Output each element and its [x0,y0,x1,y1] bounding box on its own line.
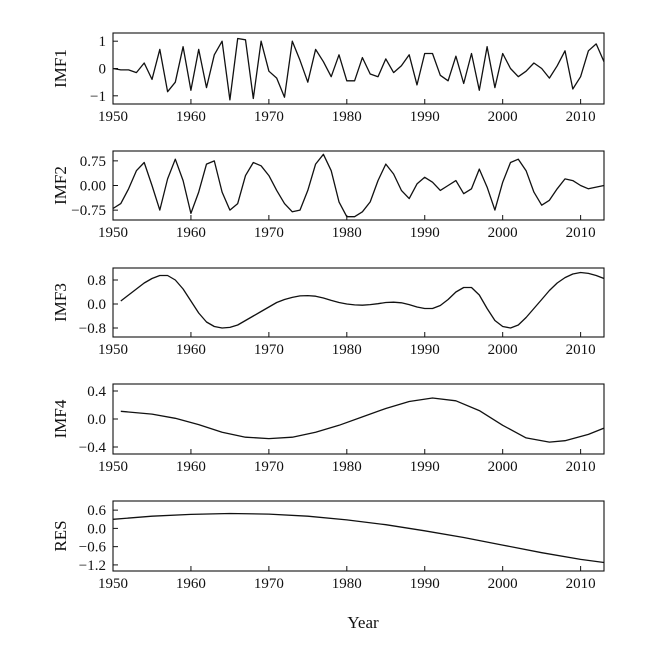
y-tick-label: −0.8 [79,321,106,337]
y-axis-label: IMF2 [51,166,70,205]
x-tick-label: 1960 [176,225,206,241]
x-tick-label: 1980 [332,576,362,592]
panel-res: 1950 1960 1970 1980 1990 2000 2010 0.6 0.0 −0.6 −1… [51,500,605,592]
y-tick-label: −1 [90,89,106,105]
x-tick-label: 1950 [98,109,128,125]
x-tick-label: 1960 [176,342,206,358]
y-axis-label: RES [51,520,70,551]
x-tick-label: 2010 [566,342,596,358]
series-line-imf3 [120,271,605,329]
y-tick-label: −0.4 [79,440,107,456]
x-tick-label: 1960 [176,459,206,475]
panel-imf2: 1950 1960 1970 1980 1990 2000 2010 0.75 0.00 −0.7… [51,150,605,241]
x-tick-label: 2000 [488,342,518,358]
panel-imf3: 1950 1960 1970 1980 1990 2000 2010 0.8 0.0 −0.8 IM… [51,267,605,358]
series-line-imf1 [112,37,605,101]
y-tick-label: 0 [99,62,107,78]
x-tick-label: 1980 [332,459,362,475]
x-tick-label: 2010 [566,109,596,125]
y-tick-label: 0.8 [87,273,106,289]
x-tick-label: 1990 [410,576,440,592]
x-tick-label: 1990 [410,342,440,358]
y-axis-label: IMF4 [51,399,70,438]
x-tick-label: 1960 [176,109,206,125]
y-tick-label: −1.2 [79,558,106,574]
x-tick-label: 1980 [332,342,362,358]
x-tick-label: 2000 [488,576,518,592]
x-tick-label: 2010 [566,225,596,241]
x-tick-label: 2000 [488,459,518,475]
x-tick-label: 2010 [566,459,596,475]
x-tick-label: 1970 [254,576,284,592]
y-axis-label: IMF1 [51,49,70,88]
x-tick-label: 1970 [254,459,284,475]
plot-frame [112,500,605,572]
panels: 1950 1960 1970 1980 1990 2000 201010−1IMF11950… [51,32,605,592]
x-tick-label: 1990 [410,459,440,475]
x-tick-label: 1950 [98,225,128,241]
y-tick-label: 0.0 [87,521,106,537]
x-tick-label: 1970 [254,225,284,241]
panel-imf1: 1950 1960 1970 1980 1990 2000 2010 1 0 −1 IMF1 [51,32,605,125]
x-tick-label: 1950 [98,342,128,358]
series-line-res [112,512,605,564]
x-tick-label: 2010 [566,576,596,592]
y-tick-label: 0.0 [87,412,106,428]
y-axis-label: IMF3 [51,283,70,322]
x-tick-label: 1980 [332,109,362,125]
y-tick-label: 0.00 [80,179,106,195]
x-tick-label: 1970 [254,109,284,125]
y-tick-label: 0.6 [87,503,106,519]
y-tick-label: 0.4 [87,384,106,400]
plot-frame [112,383,605,455]
y-tick-label: 0.0 [87,297,106,313]
panel-imf4: 1950 1960 1970 1980 1990 2000 2010 0.4 0.0 −0.4 IM… [51,383,605,475]
x-axis-label: Year [347,613,379,632]
plot-frame [112,267,605,338]
x-tick-label: 2000 [488,225,518,241]
series-line-imf4 [120,397,605,443]
x-tick-label: 1950 [98,576,128,592]
x-tick-label: 1950 [98,459,128,475]
y-tick-label: −0.75 [71,203,106,219]
x-tick-label: 1990 [410,109,440,125]
x-tick-label: 1970 [254,342,284,358]
y-tick-label: 1 [99,34,107,50]
x-tick-label: 1990 [410,225,440,241]
x-tick-label: 2000 [488,109,518,125]
plot-frame [112,150,605,221]
x-tick-label: 1960 [176,576,206,592]
y-tick-label: −0.6 [79,540,107,556]
y-tick-label: 0.75 [80,154,106,170]
series-line-imf2 [112,153,605,218]
x-tick-label: 1980 [332,225,362,241]
